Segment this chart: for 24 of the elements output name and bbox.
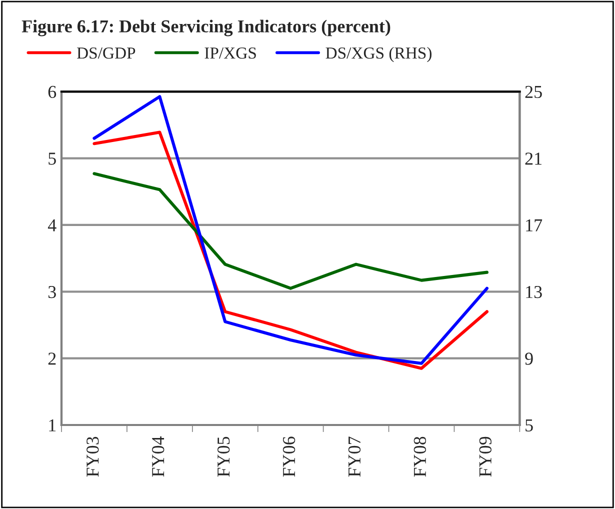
y-tick-label: 1 <box>49 419 56 432</box>
x-tick-label: FY09 <box>479 436 492 477</box>
x-tick-label: FY04 <box>152 436 164 477</box>
y-tick-label: 5 <box>48 152 56 165</box>
y2-tick-label: 13 <box>526 286 542 298</box>
legend-label: DS/XGS (RHS) <box>326 46 432 62</box>
y2-tick-label: 9 <box>525 352 533 365</box>
y2-tick-label: 25 <box>525 86 542 98</box>
y-tick-label: 4 <box>48 219 56 232</box>
y2-tick-label: 5 <box>526 419 533 432</box>
x-tick-label: FY07 <box>348 436 361 477</box>
x-tick-label: FY08 <box>414 436 426 477</box>
y-tick-label: 2 <box>48 352 56 365</box>
y2-tick-label: 21 <box>525 152 542 165</box>
x-tick-label: FY06 <box>282 436 296 477</box>
legend-label: IP/XGS <box>204 47 256 59</box>
y2-tick-label: 17 <box>526 219 542 232</box>
chart-title: Figure 6.17: Debt Servicing Indicators (percent) <box>22 20 390 36</box>
line-series <box>92 172 488 290</box>
x-tick-label: FY03 <box>86 436 99 477</box>
y-tick-label: 6 <box>48 86 56 98</box>
y-tick-label: 3 <box>48 286 56 298</box>
x-tick-label: FY05 <box>217 436 230 477</box>
legend-label: DS/GDP <box>77 47 136 59</box>
